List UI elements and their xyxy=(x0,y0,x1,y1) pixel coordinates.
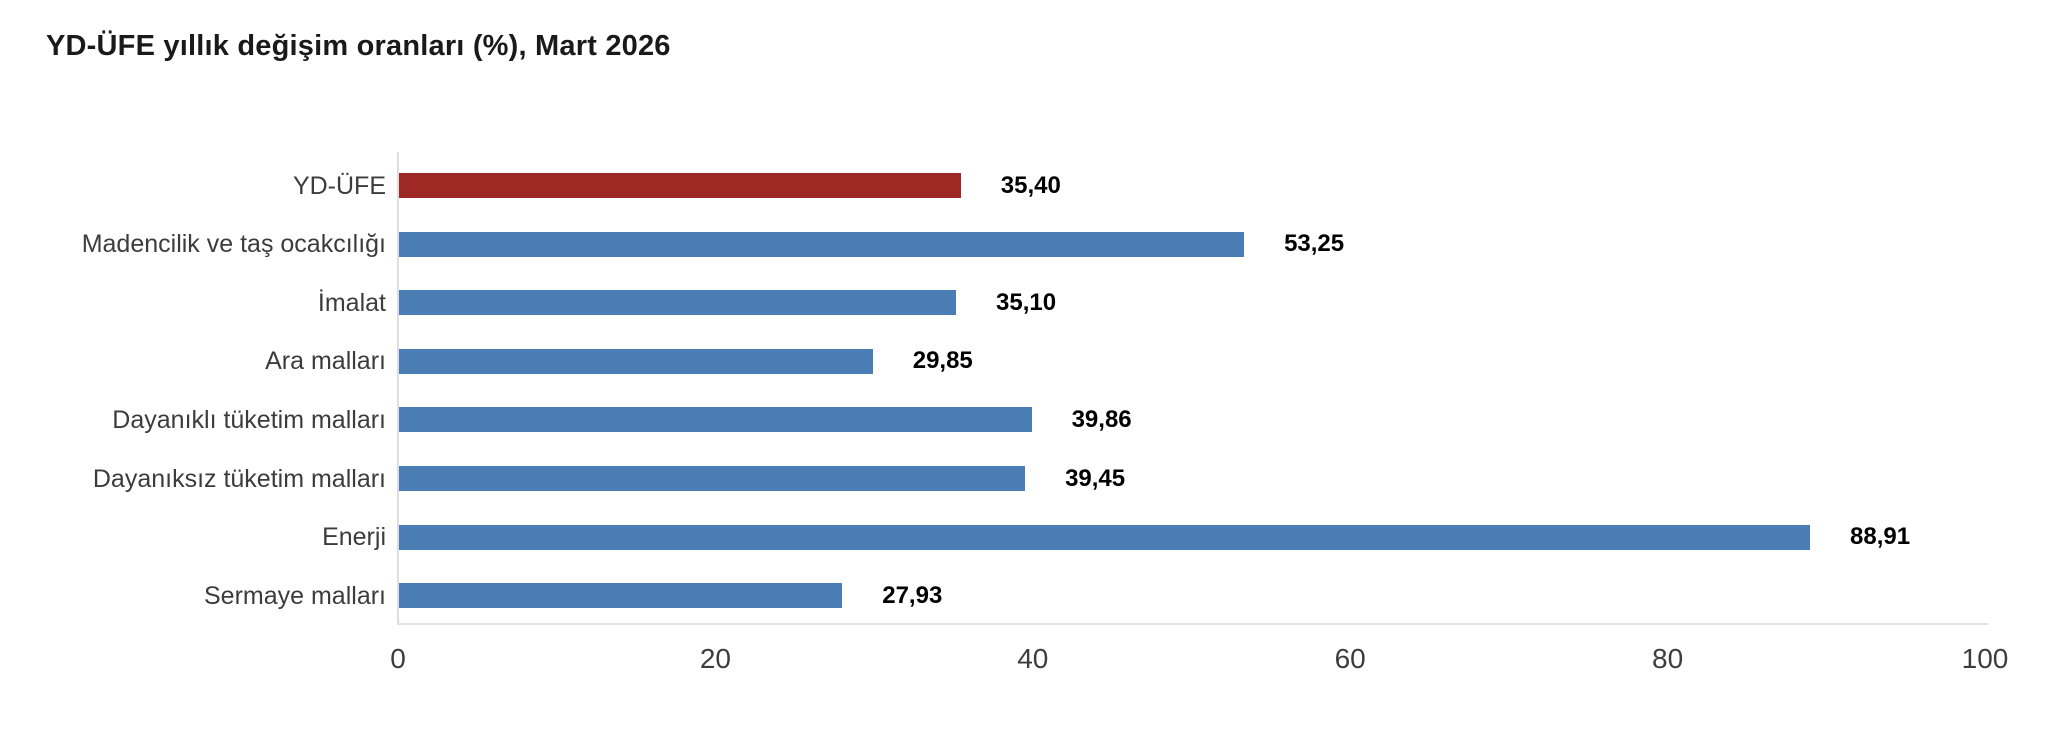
bar xyxy=(399,231,1245,257)
value-label: 35,40 xyxy=(1000,171,1061,199)
category-label: YD-ÜFE xyxy=(292,171,386,200)
category-label: İmalat xyxy=(317,288,386,317)
bar xyxy=(399,466,1026,491)
bar xyxy=(399,348,873,374)
value-label: 35,10 xyxy=(996,288,1057,316)
bar xyxy=(399,173,961,198)
value-label: 29,85 xyxy=(912,347,973,375)
y-axis-line xyxy=(397,152,399,623)
category-label: Enerji xyxy=(322,523,386,552)
x-tick-label: 100 xyxy=(1961,643,2009,674)
x-tick-label: 80 xyxy=(1652,643,1684,674)
bar xyxy=(399,407,1032,433)
bar xyxy=(399,524,1810,550)
chart-title: YD-ÜFE yıllık değişim oranları (%), Mart… xyxy=(46,30,671,62)
value-label: 39,45 xyxy=(1065,464,1126,492)
x-tick-label: 20 xyxy=(699,643,731,674)
value-label: 53,25 xyxy=(1284,230,1345,258)
x-tick-label: 40 xyxy=(1017,643,1049,674)
value-label: 88,91 xyxy=(1850,523,1911,551)
x-tick-label: 0 xyxy=(390,643,406,674)
bar xyxy=(399,290,957,316)
x-tick-label: 60 xyxy=(1334,643,1366,674)
category-label: Madencilik ve taş ocakcılığı xyxy=(81,230,386,259)
value-label: 39,86 xyxy=(1071,405,1132,433)
category-label: Dayanıksız tüketim malları xyxy=(92,464,386,493)
category-label: Dayanıklı tüketim malları xyxy=(112,405,386,434)
value-label: 27,93 xyxy=(882,581,943,609)
bar xyxy=(399,583,843,609)
category-label: Ara malları xyxy=(265,347,386,376)
x-axis-line xyxy=(397,623,1988,625)
category-label: Sermaye malları xyxy=(204,581,386,610)
